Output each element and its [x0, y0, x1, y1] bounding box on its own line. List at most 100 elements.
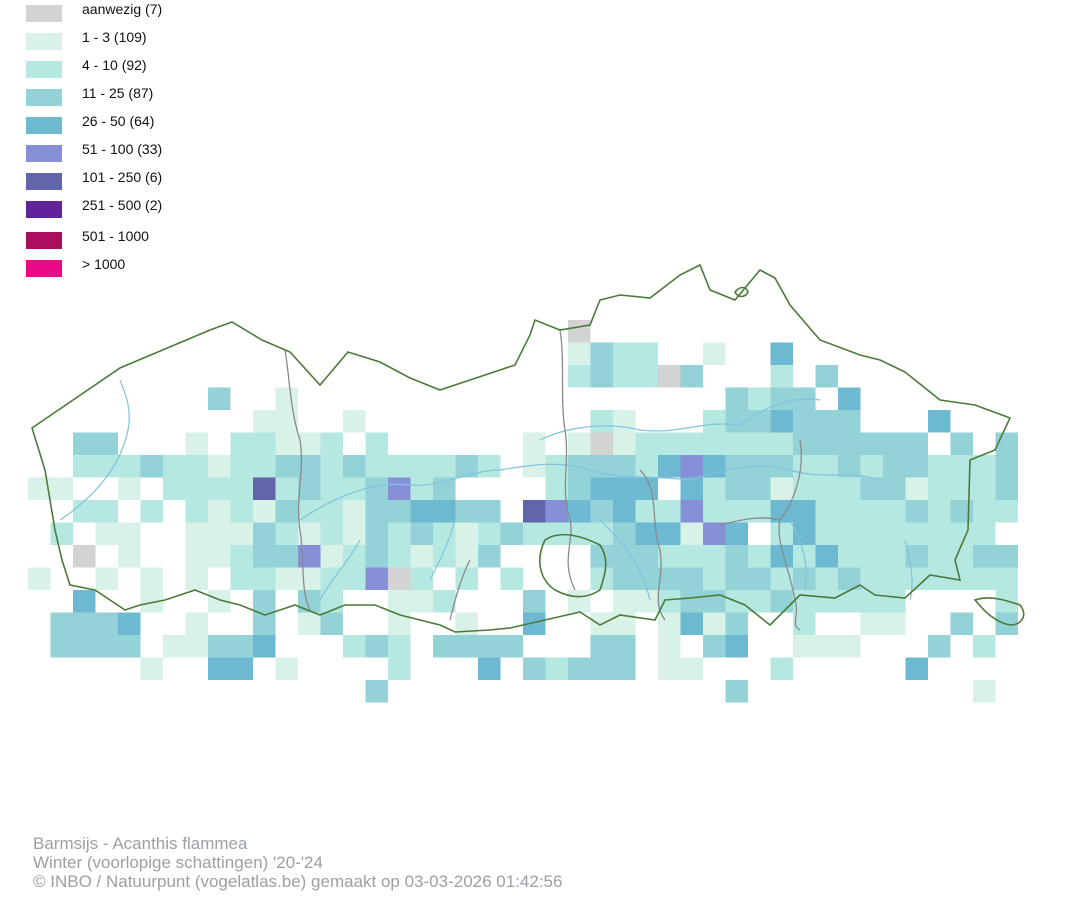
grid-cell — [275, 567, 298, 590]
species-title: Barmsijs - Acanthis flammea — [33, 834, 248, 853]
grid-cell — [320, 455, 343, 478]
grid-cell — [950, 477, 973, 500]
legend-label: 501 - 1000 — [82, 228, 149, 244]
grid-cell — [770, 657, 793, 680]
legend-label: 251 - 500 (2) — [82, 197, 163, 213]
grid-cell — [140, 567, 163, 590]
grid-cell — [905, 455, 928, 478]
grid-cell — [725, 680, 748, 703]
grid-cell — [478, 455, 501, 478]
grid-cell — [860, 545, 883, 568]
province-borders — [284, 329, 802, 631]
grid-cell — [590, 657, 613, 680]
grid-cell — [658, 635, 681, 658]
grid-cell — [95, 455, 118, 478]
grid-cell — [253, 410, 276, 433]
grid-cell — [388, 590, 411, 613]
grid-cell — [163, 477, 186, 500]
grid-cell — [838, 455, 861, 478]
grid-cell — [365, 455, 388, 478]
grid-cell — [883, 432, 906, 455]
grid-cell — [365, 432, 388, 455]
grid-cell — [860, 477, 883, 500]
grid-cell — [703, 342, 726, 365]
grid-cell — [140, 500, 163, 523]
legend-item: > 1000 — [26, 255, 246, 277]
legend-item: 4 - 10 (92) — [26, 56, 246, 78]
grid-cell — [433, 522, 456, 545]
grid-cell — [410, 455, 433, 478]
legend-label: > 1000 — [82, 256, 126, 272]
grid-cell — [410, 567, 433, 590]
grid-cell — [73, 545, 96, 568]
grid-cell — [658, 590, 681, 613]
grid-cell — [73, 635, 96, 658]
legend-item: aanwezig (7) — [26, 0, 246, 22]
grid-cell — [770, 365, 793, 388]
grid-cell — [680, 590, 703, 613]
grid-cell — [905, 477, 928, 500]
grid-cell — [770, 410, 793, 433]
grid-cell — [95, 567, 118, 590]
grid-cell — [838, 500, 861, 523]
grid-cell — [950, 522, 973, 545]
grid-cell — [230, 567, 253, 590]
grid-cell — [95, 635, 118, 658]
grid-cell — [950, 455, 973, 478]
grid-cell — [365, 567, 388, 590]
grid-cell — [635, 500, 658, 523]
grid-cell — [883, 522, 906, 545]
grid-cell — [725, 522, 748, 545]
grid-cell — [770, 477, 793, 500]
grid-cell — [365, 635, 388, 658]
grid-cell — [320, 477, 343, 500]
grid-cell — [905, 500, 928, 523]
grid-cell — [838, 567, 861, 590]
grid-cell — [973, 545, 996, 568]
grid-cell — [635, 590, 658, 613]
grid-cell — [613, 432, 636, 455]
grid-cell — [500, 567, 523, 590]
grid-cell — [320, 590, 343, 613]
grid-cell — [613, 342, 636, 365]
grid-cell — [973, 567, 996, 590]
grid-cell — [635, 522, 658, 545]
grid-cell — [658, 522, 681, 545]
grid-cell — [275, 387, 298, 410]
grid-cell — [185, 635, 208, 658]
grid-cell — [815, 365, 838, 388]
grid-cell — [140, 455, 163, 478]
grid-cell — [343, 500, 366, 523]
grid-cell — [50, 612, 73, 635]
grid-cell — [950, 545, 973, 568]
legend-item: 26 - 50 (64) — [26, 112, 246, 134]
grid-cell — [343, 545, 366, 568]
grid-cell — [185, 545, 208, 568]
legend-item: 51 - 100 (33) — [26, 140, 246, 162]
grid-cell — [680, 455, 703, 478]
grid-cell — [275, 477, 298, 500]
grid-cell — [568, 432, 591, 455]
grid-cell — [680, 657, 703, 680]
grid-cell — [545, 522, 568, 545]
grid-cell — [275, 522, 298, 545]
grid-cell — [140, 590, 163, 613]
grid-cell — [365, 522, 388, 545]
grid-cell — [703, 612, 726, 635]
grid-cell — [568, 477, 591, 500]
legend-swatch — [26, 61, 62, 78]
grid-cell — [433, 590, 456, 613]
grid-cell — [613, 477, 636, 500]
grid-cell — [230, 522, 253, 545]
grid-cell — [748, 545, 771, 568]
grid-cell — [725, 432, 748, 455]
grid-cell — [838, 522, 861, 545]
grid-cell — [433, 455, 456, 478]
grid-cell — [298, 455, 321, 478]
grid-cell — [275, 657, 298, 680]
grid-cell — [838, 590, 861, 613]
grid-cell — [950, 612, 973, 635]
grid-cell — [568, 590, 591, 613]
grid-cell — [860, 432, 883, 455]
grid-cell — [545, 477, 568, 500]
